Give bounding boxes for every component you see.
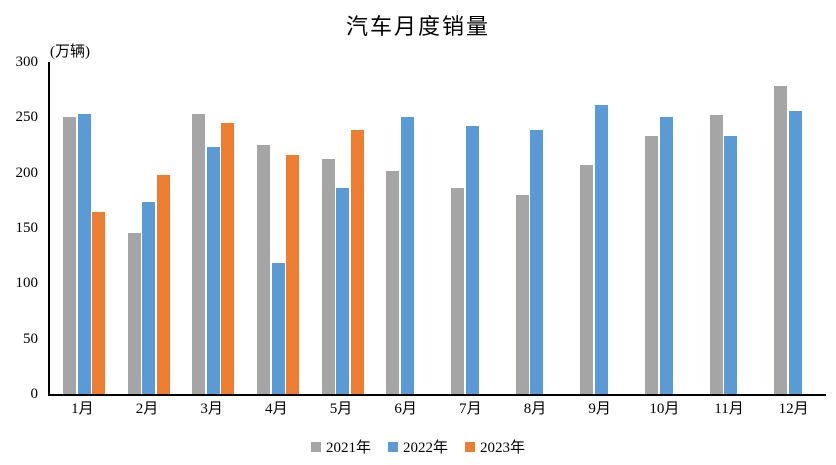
y-tick-label-0: 0 — [30, 386, 39, 402]
bar-2022年-6月 — [400, 117, 414, 394]
y-tick-label-50: 50 — [23, 330, 38, 347]
legend-label-2023年: 2023年 — [480, 440, 526, 456]
x-tick-label-9月: 9月 — [588, 401, 611, 417]
legend-label-2021年: 2021年 — [325, 440, 371, 456]
bar-2021年-1月 — [63, 117, 76, 394]
x-tick-label-12月: 12月 — [778, 401, 809, 417]
bar-2021年-5月 — [321, 158, 335, 394]
bar-2022年-1月 — [77, 113, 91, 394]
bar-2022年-2月 — [142, 201, 156, 394]
bar-2021年-2月 — [127, 232, 141, 394]
legend-label-2022年: 2022年 — [402, 440, 448, 456]
x-tick-label-10月: 10月 — [649, 401, 680, 417]
bar-2022年-8月 — [530, 130, 544, 394]
x-tick-label-4月: 4月 — [265, 401, 288, 417]
bar-2021年-10月 — [645, 135, 658, 394]
bar-2022年-10月 — [659, 116, 673, 394]
bar-2022年-4月 — [271, 263, 285, 394]
x-tick-label-8月: 8月 — [523, 401, 547, 417]
bar-2023年-2月 — [156, 175, 170, 394]
x-tick-label-2月: 2月 — [135, 401, 159, 417]
legend-swatch-2023年 — [465, 441, 475, 452]
bar-2023年-3月 — [221, 122, 235, 394]
x-tick-label-3月: 3月 — [200, 401, 223, 417]
bar-2022年-12月 — [788, 111, 802, 394]
bar-2023年-1月 — [92, 211, 105, 394]
bar-2021年-12月 — [774, 85, 788, 394]
bar-2022年-11月 — [724, 136, 738, 394]
bar-2022年-5月 — [336, 187, 350, 394]
legend-swatch-2022年 — [387, 441, 398, 452]
bar-2021年-4月 — [257, 144, 270, 394]
y-tick-label-100: 100 — [15, 275, 39, 292]
legend-item-2022年: 2022年 — [387, 436, 448, 457]
bar-2021年-7月 — [451, 187, 464, 394]
bar-2021年-9月 — [580, 165, 594, 394]
y-tick-label-200: 200 — [15, 164, 39, 181]
bar-2023年-5月 — [350, 130, 364, 394]
y-tick-label-250: 250 — [15, 109, 39, 126]
x-tick-label-1月: 1月 — [71, 401, 94, 417]
bar-2022年-7月 — [465, 126, 479, 394]
y-tick-label-300: 300 — [15, 54, 39, 70]
bar-2021年-11月 — [709, 114, 723, 394]
x-tick-label-6月: 6月 — [394, 401, 417, 417]
chart-title: 汽车月度销量 — [345, 14, 490, 39]
bar-2021年-3月 — [192, 114, 206, 394]
x-tick-label-5月: 5月 — [329, 401, 353, 417]
y-tick-label-150: 150 — [15, 220, 39, 236]
bar-2021年-8月 — [515, 194, 529, 394]
plot-area — [48, 62, 826, 396]
legend-swatch-2021年 — [310, 441, 321, 452]
y-axis-unit-label: (万辆) — [50, 44, 90, 60]
bar-2022年-3月 — [206, 146, 220, 394]
bar-2023年-4月 — [286, 155, 299, 394]
legend: 2021年 2022年 2023年 — [0, 436, 836, 457]
bar-2021年-6月 — [386, 171, 400, 394]
x-tick-label-11月: 11月 — [714, 401, 744, 417]
bar-2022年-9月 — [594, 105, 608, 394]
x-tick-label-7月: 7月 — [459, 401, 482, 417]
legend-item-2023年: 2023年 — [465, 436, 525, 457]
legend-item-2021年: 2021年 — [310, 436, 371, 457]
